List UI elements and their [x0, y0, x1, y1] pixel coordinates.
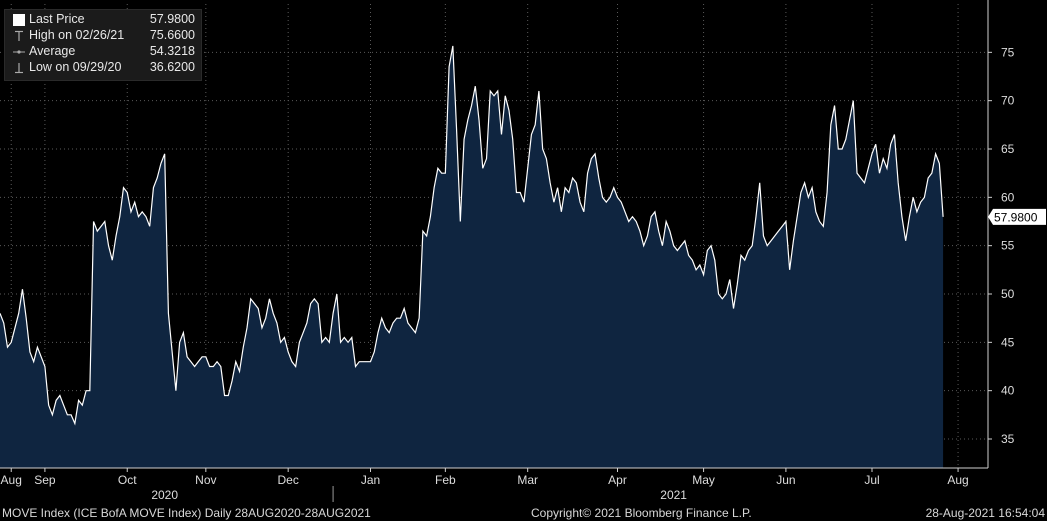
average-marker-icon — [13, 50, 25, 54]
legend-last-value: 57.9800 — [149, 12, 195, 26]
legend-high-label: High on 02/26/21 — [29, 28, 125, 42]
x-tick-label: Nov — [195, 473, 216, 487]
x-tick-label: Jun — [776, 473, 795, 487]
x-tick-label: Aug — [947, 473, 968, 487]
legend-low-value: 36.6200 — [149, 60, 195, 74]
y-tick-label: 60 — [1001, 190, 1015, 204]
last-price-swatch-icon — [13, 14, 25, 26]
y-tick-label: 40 — [1001, 384, 1015, 398]
x-tick-label: Sep — [34, 473, 56, 487]
footer: MOVE Index (ICE BofA MOVE Index) Daily 2… — [0, 505, 1047, 521]
last-price-tag: 57.9800 — [988, 208, 1046, 225]
year-label: 2020 — [151, 488, 178, 502]
legend-low-label: Low on 09/29/20 — [29, 60, 122, 74]
x-tick-label: Oct — [118, 473, 137, 487]
x-tick-label: Feb — [435, 473, 456, 487]
x-tick-label: May — [692, 473, 715, 487]
y-tick-label: 75 — [1001, 45, 1015, 59]
high-marker-icon — [15, 30, 23, 41]
y-tick-label: 65 — [1001, 142, 1015, 156]
price-line — [0, 45, 944, 426]
low-marker-icon — [15, 63, 23, 74]
year-label: 2021 — [660, 488, 687, 502]
footer-copyright: Copyright© 2021 Bloomberg Finance L.P. — [531, 506, 752, 520]
footer-timestamp: 28-Aug-2021 16:54:04 — [925, 506, 1045, 520]
x-axis: Aug Sep Oct Nov Dec Jan Feb Mar Apr May Jun Jul Aug 2… — [0, 467, 988, 502]
x-tick-label: Jul — [864, 473, 879, 487]
legend-high: High on 02/26/21 75.6600 — [5, 28, 201, 44]
legend-last-price: Last Price 57.9800 — [5, 12, 201, 28]
y-tick-label: 45 — [1001, 335, 1015, 349]
legend-low: Low on 09/29/20 36.6200 — [5, 60, 201, 76]
y-tick-label: 55 — [1001, 239, 1015, 253]
legend-last-label: Last Price — [29, 12, 85, 26]
legend-average-value: 54.3218 — [149, 44, 195, 58]
x-tick-label: Apr — [608, 473, 627, 487]
x-tick-label: Mar — [517, 473, 538, 487]
footer-security-info: MOVE Index (ICE BofA MOVE Index) Daily 2… — [2, 506, 371, 520]
legend: Last Price 57.9800 High on 02/26/21 75.6… — [4, 9, 202, 81]
y-tick-label: 35 — [1001, 432, 1015, 446]
price-area — [0, 45, 944, 468]
x-tick-label: Dec — [277, 473, 298, 487]
x-tick-label: Aug — [1, 473, 22, 487]
legend-average: Average 54.3218 — [5, 44, 201, 60]
last-price-tag-shape — [988, 208, 1046, 225]
x-tick-label: Jan — [361, 473, 380, 487]
y-axis: 35 40 45 50 55 60 65 70 75 — [987, 0, 1015, 468]
legend-average-label: Average — [29, 44, 76, 58]
y-tick-label: 70 — [1001, 94, 1015, 108]
legend-high-value: 75.6600 — [149, 28, 195, 42]
last-price-tag-value: 57.9800 — [994, 210, 1038, 224]
y-tick-label: 50 — [1001, 287, 1015, 301]
